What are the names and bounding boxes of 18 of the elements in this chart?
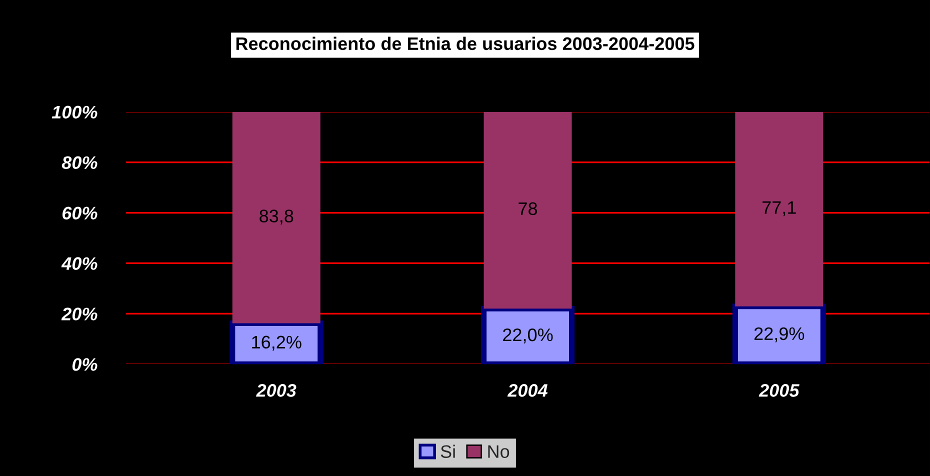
y-tick-label: 100% <box>52 106 98 119</box>
legend-label: Si <box>440 444 455 458</box>
data-label: 77,1 <box>762 201 796 216</box>
x-tick-label: 2003 <box>256 384 296 397</box>
y-tick-label: 60% <box>62 206 98 220</box>
y-tick-label: 20% <box>61 308 98 320</box>
data-label: 22,0% <box>503 328 553 344</box>
data-label: 22,9% <box>754 327 804 342</box>
data-label: 83,8 <box>260 210 294 225</box>
x-tick-label: 2005 <box>758 384 800 397</box>
y-tick-label: 80% <box>62 156 98 170</box>
chart-title: Reconocimiento de Etnia de usuarios 2003-2004-2005 <box>236 36 694 50</box>
y-tick-label: 40% <box>61 257 98 270</box>
x-tick-label: 2004 <box>507 384 548 397</box>
y-tick-label: 0% <box>72 358 98 371</box>
data-label: 16,2% <box>252 336 302 351</box>
data-label: 78 <box>518 202 538 216</box>
legend-label: No <box>488 445 510 458</box>
